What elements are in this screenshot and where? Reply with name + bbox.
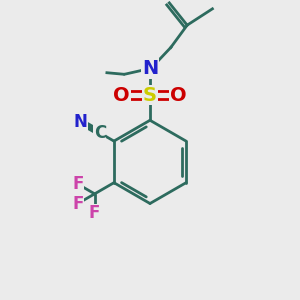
- Text: O: O: [113, 85, 130, 104]
- Text: S: S: [143, 85, 157, 104]
- Text: C: C: [94, 124, 106, 142]
- Text: N: N: [142, 59, 158, 78]
- Text: N: N: [74, 113, 87, 131]
- Text: F: F: [72, 175, 84, 193]
- Text: F: F: [72, 194, 84, 212]
- Text: O: O: [170, 85, 187, 104]
- Text: F: F: [89, 204, 100, 222]
